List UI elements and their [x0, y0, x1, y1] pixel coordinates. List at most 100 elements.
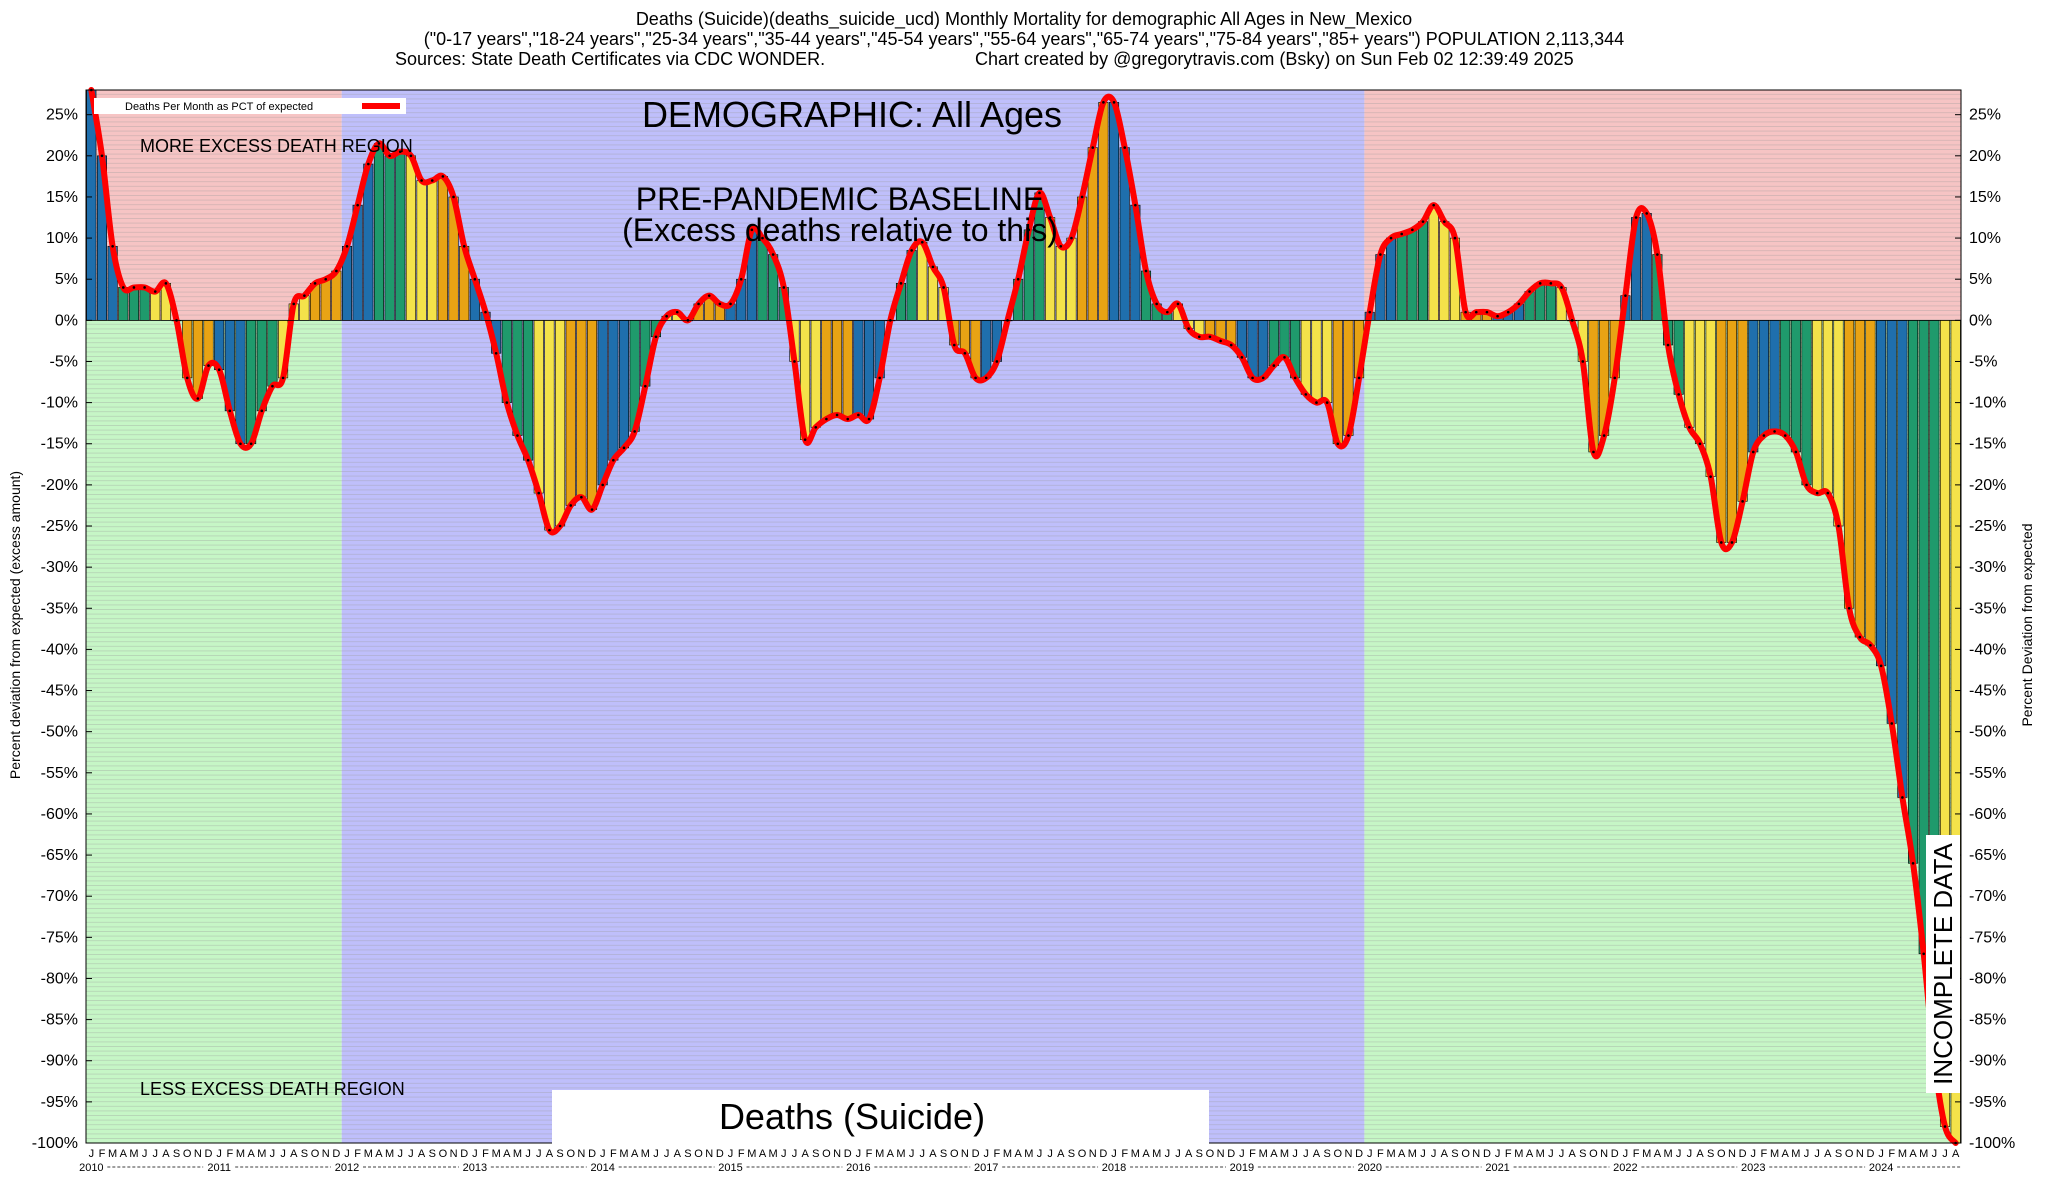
series-point	[1144, 269, 1148, 273]
x-tick-month: M	[1770, 1148, 1779, 1160]
x-tick-month: S	[1451, 1148, 1458, 1160]
x-tick-month: O	[566, 1148, 575, 1160]
x-tick-month: M	[1152, 1148, 1161, 1160]
x-tick-month: F	[738, 1148, 745, 1160]
series-point	[771, 253, 775, 256]
bar	[1748, 320, 1759, 453]
y-tick-label-left: -5%	[50, 353, 78, 370]
x-tick-year: 2017	[974, 1162, 998, 1174]
series-point	[1411, 228, 1414, 232]
series-point	[931, 265, 935, 269]
x-tick-month: N	[577, 1148, 585, 1160]
x-tick-month: A	[162, 1148, 170, 1160]
bar	[1396, 233, 1407, 321]
x-tick-month: J	[1037, 1148, 1043, 1160]
bar	[832, 320, 843, 416]
series-point	[260, 409, 264, 413]
bar	[1854, 320, 1865, 638]
series-point	[409, 154, 413, 158]
series-point	[367, 162, 370, 166]
x-tick-month: N	[194, 1148, 202, 1160]
x-tick-month: N	[1856, 1148, 1864, 1160]
series-point	[1059, 245, 1063, 248]
x-tick-month: F	[1888, 1148, 1895, 1160]
series-point	[281, 376, 285, 380]
x-tick-month: O	[1589, 1148, 1598, 1160]
x-tick-month: D	[1739, 1148, 1747, 1160]
x-tick-month: J	[472, 1148, 478, 1160]
series-point	[548, 528, 551, 532]
series-point	[228, 409, 232, 413]
x-tick-month: M	[236, 1148, 245, 1160]
x-tick-month: F	[354, 1148, 361, 1160]
x-tick-month: M	[1408, 1148, 1417, 1160]
bar	[842, 320, 853, 420]
x-tick-month: M	[1536, 1148, 1545, 1160]
y-tick-label-right: 15%	[1969, 189, 2001, 206]
series-point	[1826, 491, 1830, 495]
x-tick-month: D	[1611, 1148, 1619, 1160]
x-tick-month: J	[344, 1148, 350, 1160]
x-tick-month: J	[664, 1148, 670, 1160]
x-tick-month: M	[875, 1148, 884, 1160]
series-point	[814, 425, 818, 429]
series-point	[239, 442, 242, 446]
series-point	[1858, 635, 1862, 639]
series-point	[1123, 146, 1127, 149]
series-point	[1208, 335, 1212, 339]
series-point	[952, 343, 956, 347]
y-tick-label-left: -80%	[41, 970, 78, 987]
y-tick-label-left: -35%	[41, 600, 78, 617]
series-line	[88, 87, 1959, 1146]
bar	[1109, 102, 1120, 321]
series-points	[90, 88, 1957, 1145]
y-tick-label-left: -40%	[41, 641, 78, 658]
x-tick-month: M	[1919, 1148, 1928, 1160]
x-tick-year: 2011	[207, 1162, 231, 1174]
bar	[565, 320, 576, 506]
x-tick-month: F	[994, 1148, 1001, 1160]
y-tick-label-right: -40%	[1969, 641, 2006, 658]
x-tick-month: O	[1078, 1148, 1087, 1160]
series-point	[1336, 442, 1340, 446]
series-point	[473, 277, 477, 281]
more-excess-region-label: MORE EXCESS DEATH REGION	[140, 136, 413, 156]
series-point	[196, 397, 200, 400]
series-point	[313, 282, 317, 285]
x-tick-month: F	[1377, 1148, 1384, 1160]
x-tick-month: M	[1024, 1148, 1033, 1160]
x-tick-month: A	[631, 1148, 639, 1160]
x-tick-month: M	[1663, 1148, 1672, 1160]
series-point	[516, 434, 519, 437]
x-tick-month: F	[610, 1148, 617, 1160]
x-tick-month: J	[408, 1148, 414, 1160]
x-tick-month: A	[1654, 1148, 1662, 1160]
bar	[373, 143, 384, 321]
y-axis-left: 25% 20% 15% 10% 5% 0% -5% -10% -15% -20% -25% -30% -…	[32, 107, 92, 1152]
series-point	[1400, 232, 1403, 236]
x-tick-month: F	[99, 1148, 106, 1160]
series-point	[1496, 314, 1499, 318]
series-point	[707, 294, 711, 297]
x-tick-month: J	[983, 1148, 989, 1160]
x-tick-month: D	[1355, 1148, 1363, 1160]
series-point	[271, 384, 274, 388]
series-point	[1293, 376, 1297, 380]
series-point	[1315, 401, 1318, 404]
x-tick-month: M	[1791, 1148, 1800, 1160]
x-tick-month: S	[1707, 1148, 1714, 1160]
y-tick-label-left: -100%	[32, 1135, 78, 1152]
series-point	[1070, 236, 1073, 240]
bar	[1258, 320, 1269, 379]
series-point	[782, 286, 786, 289]
x-tick-month: A	[1057, 1148, 1065, 1160]
x-tick-month: A	[1909, 1148, 1917, 1160]
series-point	[217, 368, 221, 372]
series-point	[420, 179, 423, 182]
x-tick-year: 2020	[1357, 1162, 1381, 1174]
y-tick-label-left: 10%	[46, 230, 78, 247]
y-tick-label-left: -45%	[41, 683, 78, 700]
series-point	[1464, 310, 1467, 314]
x-tick-month: N	[1600, 1148, 1608, 1160]
series-point	[1922, 952, 1926, 956]
